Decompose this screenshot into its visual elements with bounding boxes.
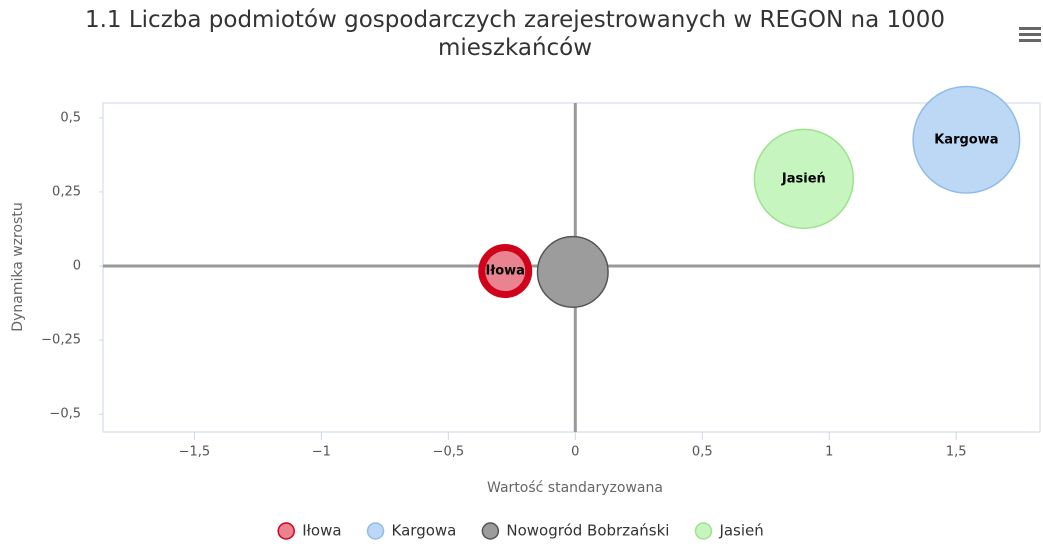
y-tick-label: 0,5 (60, 110, 81, 125)
bubble (753, 128, 855, 230)
legend-item[interactable]: Kargowa (366, 522, 457, 540)
bubble (478, 244, 533, 299)
legend-symbol (277, 522, 295, 540)
legend-symbol (481, 522, 500, 540)
y-tick-label: 0,25 (52, 184, 81, 199)
menu-bar[interactable] (1019, 27, 1041, 30)
legend-label: Nowogród Bobrzański (506, 522, 669, 540)
legend-item[interactable]: Iłowa (277, 522, 342, 540)
legend-item[interactable]: Nowogród Bobrzański (481, 522, 669, 540)
bubble (912, 85, 1021, 194)
legend-label: Iłowa (302, 522, 341, 540)
menu-bar[interactable] (1019, 33, 1041, 36)
x-tick-label: 1 (825, 445, 833, 460)
legend-symbol (366, 522, 385, 540)
y-tick-label: −0,5 (49, 407, 81, 422)
chart-title: 1.1 Liczba podmiotów gospodarczych zarej… (84, 7, 946, 61)
legend-item[interactable]: Jasień (694, 522, 764, 540)
x-tick-label: −1,5 (179, 445, 211, 460)
data-label: Jasień (781, 171, 826, 186)
y-axis-title: Dynamika wzrostu (10, 202, 26, 331)
legend-symbol (694, 522, 713, 540)
menu-bar[interactable] (1019, 39, 1041, 42)
x-tick-label: 1,5 (946, 445, 967, 460)
bubble (536, 235, 609, 308)
y-tick-label: −0,25 (41, 333, 81, 348)
x-tick-label: 0,5 (692, 445, 713, 460)
legend: Iłowa Kargowa Nowogród Bobrzański Jasień (277, 522, 764, 540)
legend-label: Jasień (718, 522, 763, 540)
menu-icon[interactable] (1019, 27, 1041, 42)
data-label: Kargowa (934, 132, 998, 147)
y-tick-label: 0 (73, 259, 81, 274)
data-label: Iłowa (486, 264, 525, 279)
x-tick-label: −0,5 (433, 445, 465, 460)
x-axis-title: Wartość standaryzowana (487, 480, 663, 496)
x-tick-label: −1 (312, 445, 331, 460)
legend-label: Kargowa (392, 522, 457, 540)
x-tick-label: 0 (571, 445, 579, 460)
